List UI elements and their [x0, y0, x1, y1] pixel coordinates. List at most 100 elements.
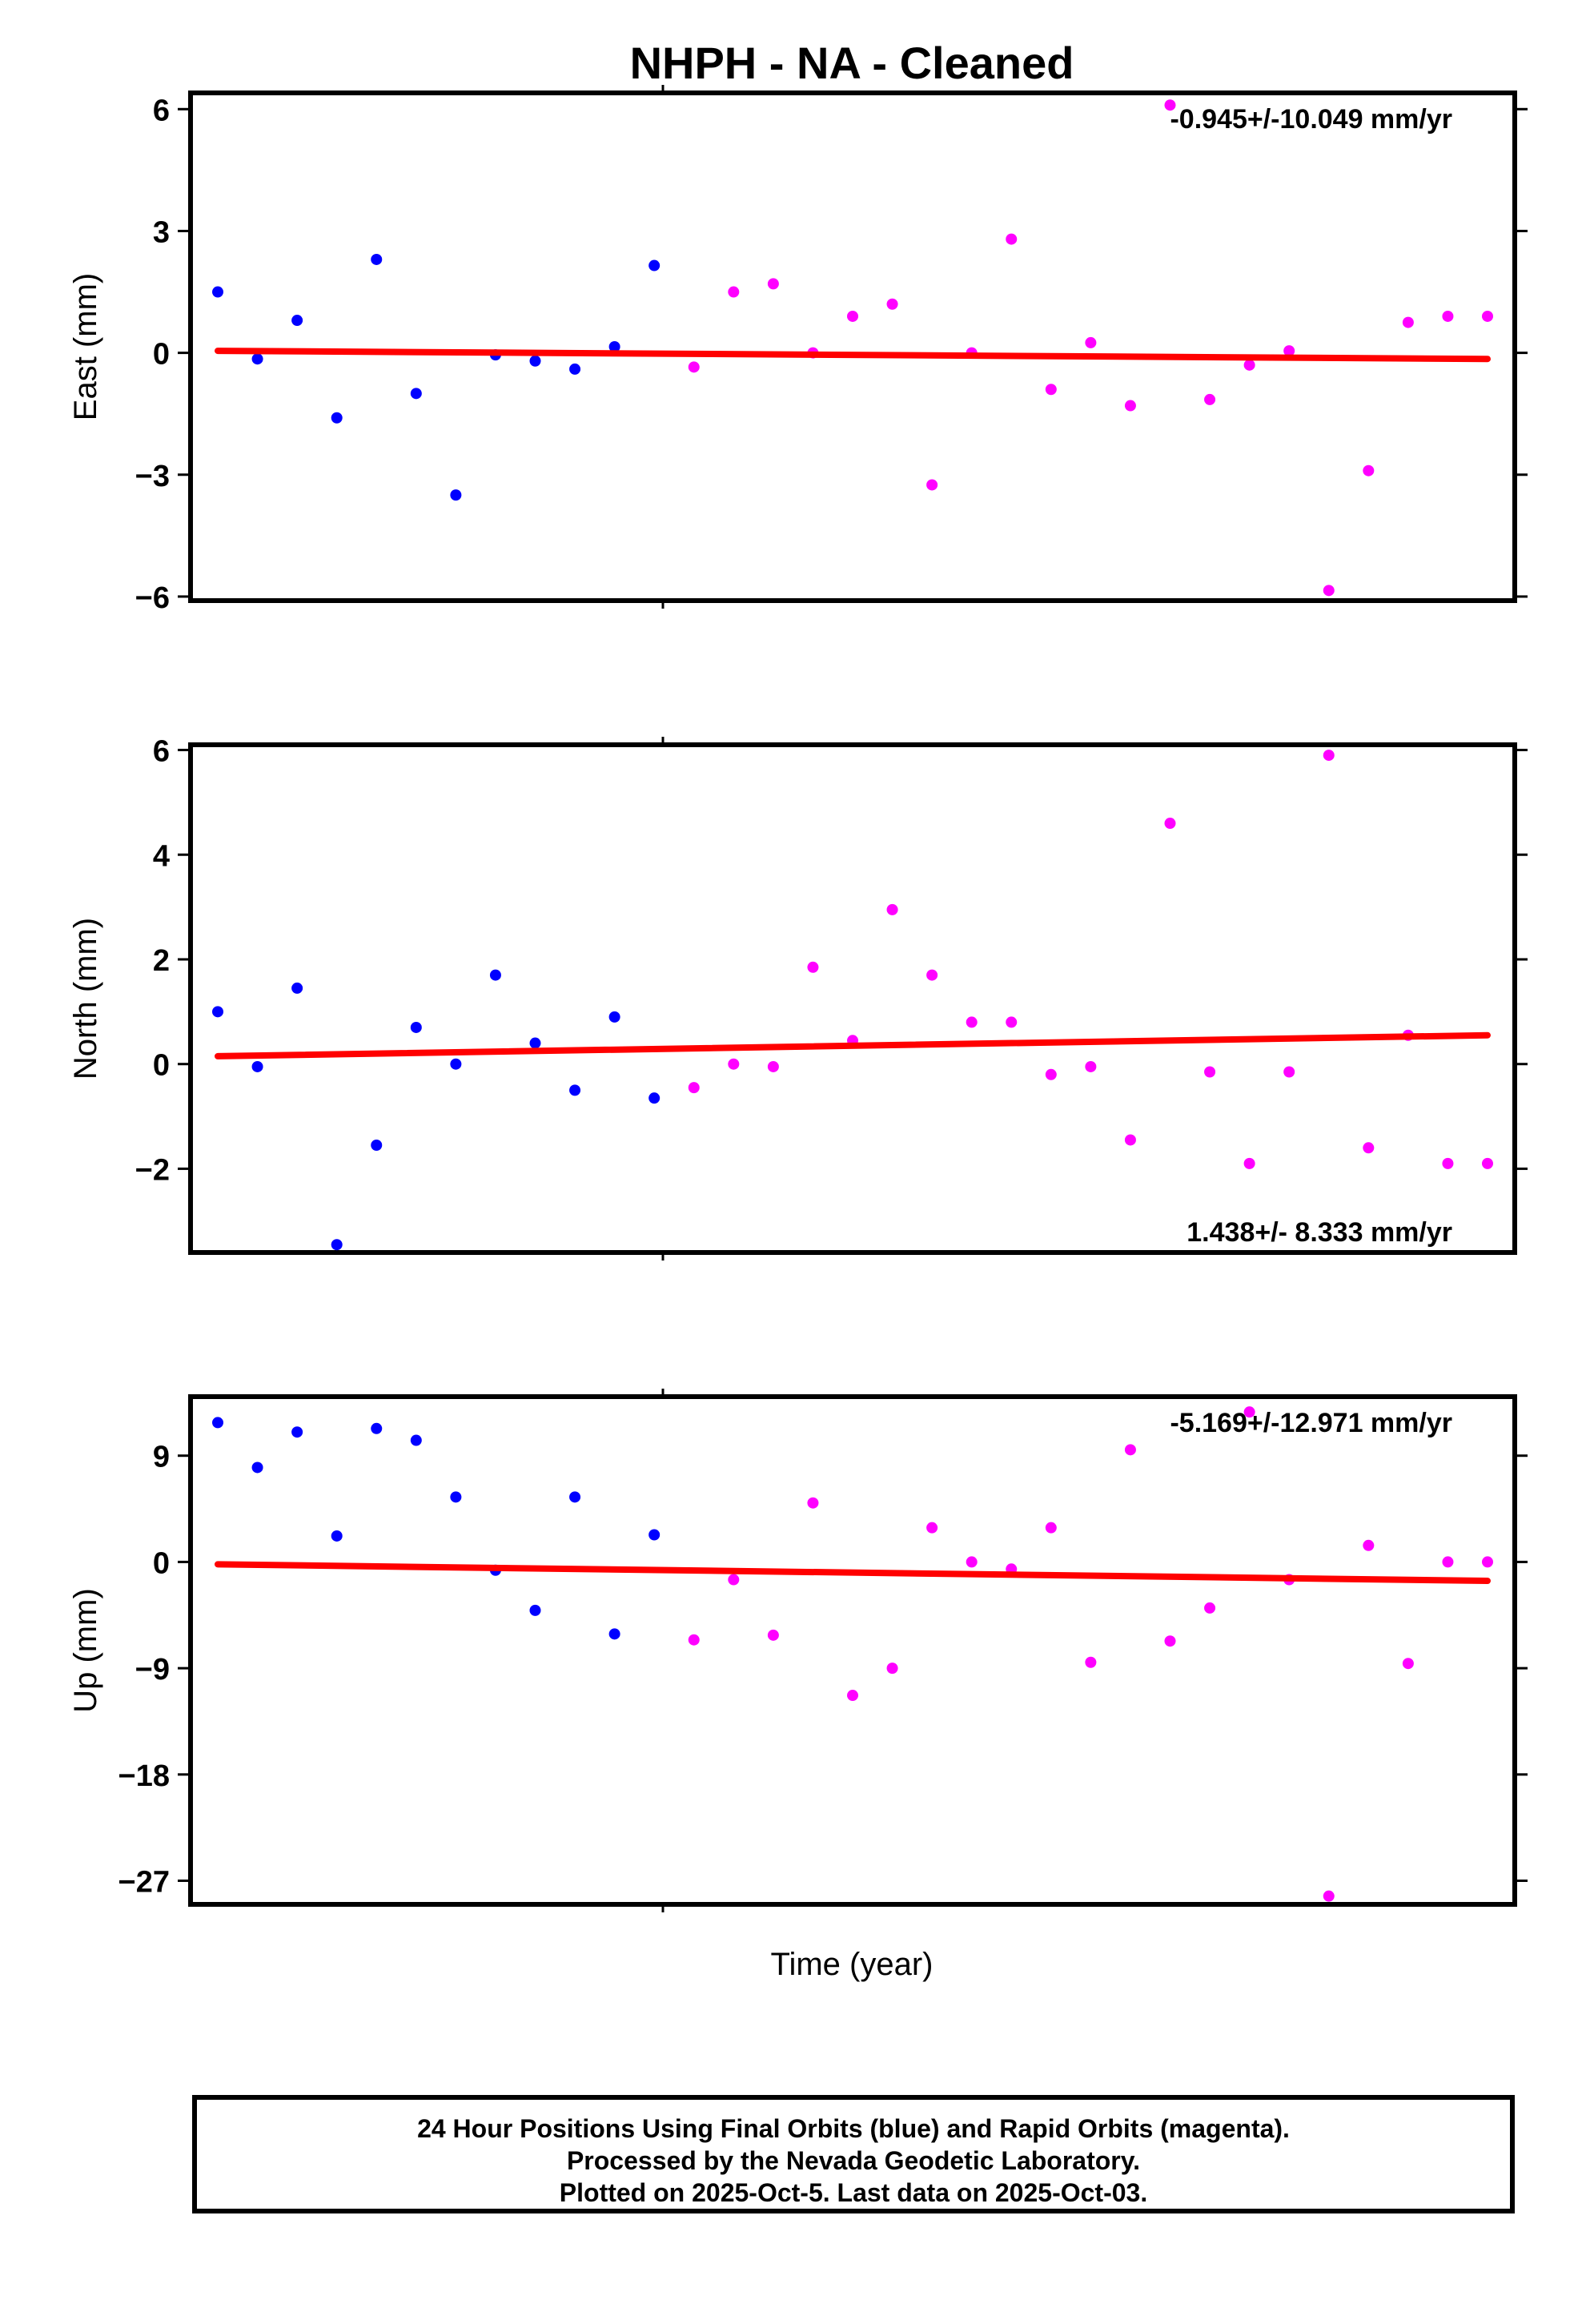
final-orbit-point [410, 388, 422, 400]
y-tick-label: 6 [153, 735, 170, 769]
rapid-orbit-point [926, 969, 938, 981]
y-tick-label: 0 [153, 338, 170, 372]
final-orbit-point [648, 1092, 661, 1104]
rate-annotation: 1.438+/- 8.333 mm/yr [1186, 1217, 1452, 1248]
rapid-orbit-point [1363, 1142, 1375, 1154]
rapid-orbit-point [886, 903, 898, 915]
rapid-orbit-point [1323, 1890, 1335, 1902]
final-orbit-point [331, 1239, 343, 1251]
final-orbit-point [291, 982, 303, 994]
rapid-orbit-point [1124, 1134, 1136, 1146]
final-orbit-point [251, 1060, 263, 1072]
rapid-orbit-point [1442, 1157, 1454, 1169]
trend-line [215, 348, 1491, 363]
panels-group: 6 3 0 −3 −6 East (mm) -0.945+/-10.049 mm/yr 6 4 2… [68, 85, 1528, 1912]
plot-frame [188, 742, 1517, 1255]
trend-line [215, 1561, 1491, 1585]
final-orbit-point [251, 1462, 263, 1474]
rapid-orbit-point [1442, 310, 1454, 322]
rapid-orbit-point [1045, 1068, 1057, 1080]
final-orbit-point [489, 969, 501, 981]
final-orbit-point [529, 355, 541, 367]
rapid-orbit-point [688, 361, 700, 373]
rapid-orbit-point [1006, 1016, 1018, 1028]
y-tick-label: 2 [153, 944, 170, 978]
y-tick-label: −3 [135, 460, 170, 493]
y-tick-label: −27 [118, 1866, 170, 1900]
final-orbit-point [569, 1491, 581, 1503]
rapid-orbit-point [1204, 1066, 1216, 1078]
rapid-orbit-point [688, 1082, 700, 1094]
rapid-orbit-point [1124, 400, 1136, 412]
footer-line-2: Processed by the Nevada Geodetic Laborat… [566, 2146, 1141, 2175]
rapid-orbit-point [1006, 233, 1018, 245]
rapid-orbit-point [728, 1574, 740, 1586]
final-orbit-point [371, 1140, 383, 1152]
final-orbit-point [608, 1628, 620, 1640]
rapid-orbit-point [1363, 464, 1375, 476]
rapid-orbit-point [1442, 1556, 1454, 1568]
final-orbit-point [371, 253, 383, 265]
rapid-orbit-point [1085, 1060, 1097, 1072]
footer-line-1: 24 Hour Positions Using Final Orbits (bl… [417, 2114, 1290, 2143]
final-orbit-point [410, 1021, 422, 1033]
rapid-orbit-point [1482, 1157, 1493, 1169]
rapid-orbit-point [1482, 310, 1493, 322]
rapid-orbit-point [1204, 1602, 1216, 1614]
final-orbit-point [569, 1084, 581, 1096]
y-axis-label: North (mm) [68, 918, 103, 1080]
rapid-orbit-point [1323, 585, 1335, 597]
final-orbit-point [212, 1417, 223, 1429]
panel-up: 9 0 −9 −18 −27 Up (mm) -5.169+/-12.971 mm/yr [68, 1389, 1528, 1912]
panel-north: 6 4 2 0 −2 North (mm) 1.438+/- 8.333 mm/yr [68, 735, 1528, 1261]
rapid-orbit-point [807, 961, 819, 973]
rapid-orbit-point [1164, 1635, 1176, 1647]
rapid-orbit-point [1243, 1157, 1255, 1169]
rapid-orbit-point [926, 1522, 938, 1534]
chart-title: NHPH - NA - Cleaned [630, 38, 1074, 88]
final-orbit-point [251, 353, 263, 365]
rapid-orbit-point [728, 1058, 740, 1070]
final-orbit-point [371, 1422, 383, 1434]
rapid-orbit-point [1164, 818, 1176, 830]
rapid-orbit-point [767, 278, 779, 290]
rate-annotation: -5.169+/-12.971 mm/yr [1170, 1408, 1452, 1438]
final-orbit-point [529, 1037, 541, 1049]
rapid-orbit-point [966, 1556, 978, 1568]
rapid-orbit-point [926, 479, 938, 491]
panel-east: 6 3 0 −3 −6 East (mm) -0.945+/-10.049 mm/yr [68, 85, 1528, 615]
y-axis-label: Up (mm) [68, 1588, 103, 1713]
final-orbit-point [212, 1006, 223, 1018]
rapid-orbit-point [886, 298, 898, 310]
rapid-orbit-point [1243, 359, 1255, 371]
final-orbit-point [331, 1530, 343, 1542]
y-tick-label: 4 [153, 839, 170, 873]
y-tick-label: −9 [135, 1653, 170, 1687]
y-tick-label: −6 [135, 581, 170, 615]
rapid-orbit-point [1124, 1444, 1136, 1456]
rapid-orbit-point [1402, 316, 1414, 328]
y-tick-label: 9 [153, 1441, 170, 1474]
y-tick-label: 0 [153, 1546, 170, 1580]
rapid-orbit-point [767, 1629, 779, 1641]
final-orbit-point [291, 315, 303, 327]
rapid-orbit-point [1204, 393, 1216, 405]
rapid-orbit-point [1045, 384, 1057, 396]
y-tick-label: −2 [135, 1153, 170, 1187]
x-axis-label: Time (year) [771, 1947, 934, 1982]
y-tick-label: 0 [153, 1049, 170, 1083]
rapid-orbit-point [1283, 1066, 1295, 1078]
rate-annotation: -0.945+/-10.049 mm/yr [1170, 104, 1452, 135]
y-axis-label: East (mm) [68, 273, 103, 420]
final-orbit-point [450, 1058, 462, 1070]
final-orbit-point [569, 363, 581, 375]
rapid-orbit-point [886, 1663, 898, 1675]
final-orbit-point [648, 259, 661, 271]
rapid-orbit-point [847, 1690, 858, 1702]
rapid-orbit-point [1323, 750, 1335, 762]
rapid-orbit-point [767, 1060, 779, 1072]
rapid-orbit-point [966, 1016, 978, 1028]
rapid-orbit-point [847, 310, 858, 322]
rapid-orbit-point [728, 286, 740, 298]
